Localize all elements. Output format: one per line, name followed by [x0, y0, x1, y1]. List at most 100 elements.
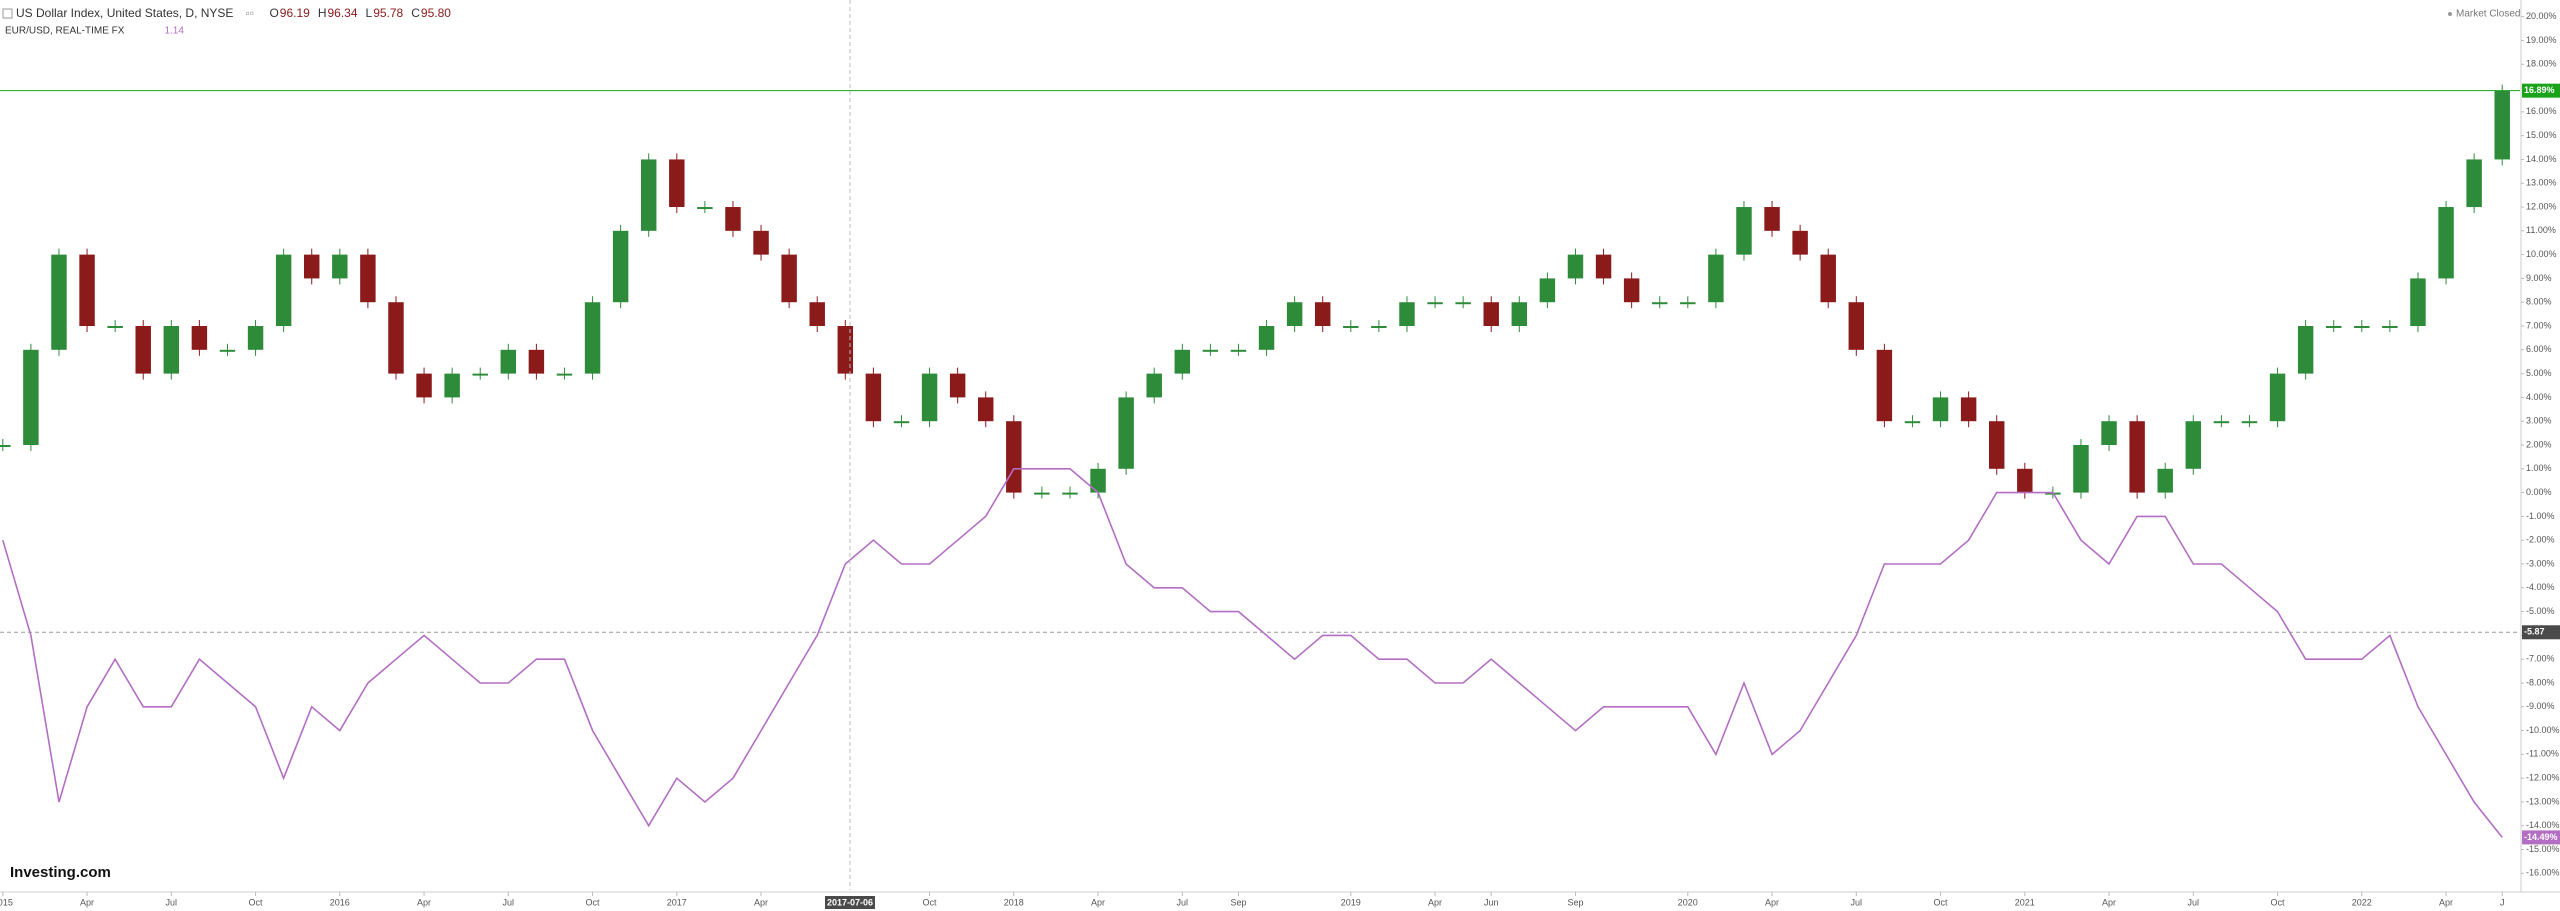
candle: [1848, 302, 1865, 350]
candle: [725, 207, 741, 231]
x-tick-label: Apr: [2102, 897, 2116, 907]
candle: [893, 421, 910, 424]
last-value-badge: -14.49%: [2524, 832, 2558, 842]
x-tick-label: Jun: [1484, 897, 1499, 907]
candle: [1006, 421, 1022, 493]
candle: [0, 445, 11, 447]
candle: [977, 397, 994, 422]
candle: [1258, 326, 1275, 350]
marks: [0, 84, 2510, 838]
candle: [1736, 207, 1752, 255]
x-tick-label: Oct: [586, 897, 601, 907]
candle: [388, 302, 404, 374]
candle: [584, 302, 601, 374]
status-dot: [2448, 12, 2452, 16]
last-value-badge-bg: [2522, 830, 2560, 845]
candle: [669, 159, 685, 208]
y-tick-label: 11.00%: [2526, 225, 2556, 235]
x-tick-label: 2019: [1341, 897, 1361, 907]
candle: [23, 349, 39, 445]
y-tick-label: -11.00%: [2526, 749, 2559, 759]
x-tick-label: Oct: [1934, 897, 1949, 907]
candle: [1314, 302, 1331, 327]
y-tick-label: 16.00%: [2526, 106, 2557, 116]
candle: [135, 326, 151, 374]
candle: [2466, 159, 2482, 208]
candle: [1820, 254, 1836, 303]
candle: [1427, 302, 1443, 305]
x-tick-label: Jul: [503, 897, 515, 907]
candle: [2269, 373, 2286, 422]
candle: [837, 326, 854, 374]
y-tick-label: 1.00%: [2526, 463, 2552, 473]
x-tick-label: Apr: [80, 897, 94, 907]
candle: [360, 254, 376, 303]
y-tick-label: 4.00%: [2526, 392, 2552, 402]
candle: [1511, 302, 1528, 327]
y-tick-label: 9.00%: [2526, 273, 2552, 283]
candle: [612, 230, 629, 303]
quote: 1.14: [164, 26, 184, 37]
candle: [500, 349, 517, 374]
x-tick-label: Oct: [2271, 897, 2286, 907]
candle: [79, 254, 95, 327]
crosshair-y-label-bg: [2522, 625, 2560, 640]
candle: [163, 326, 180, 374]
series-name: EUR/USD, REAL-TIME FX: [5, 26, 125, 37]
y-tick-label: -13.00%: [2526, 796, 2560, 806]
x-tick-label: Apr: [2439, 897, 2453, 907]
candle: [809, 302, 825, 327]
candle: [1455, 302, 1471, 305]
y-tick-label: -9.00%: [2526, 701, 2555, 711]
candle: [1595, 254, 1612, 279]
x-tick-label: 2018: [1004, 897, 1024, 907]
candle: [2017, 468, 2033, 493]
y-tick-label: 5.00%: [2526, 368, 2552, 378]
y-tick-label: -15.00%: [2526, 844, 2560, 854]
candle: [1680, 302, 1696, 305]
y-tick-label: 13.00%: [2526, 178, 2557, 188]
x-tick-label: Apr: [1428, 897, 1442, 907]
candle: [556, 373, 573, 376]
x-tick-label: 2022: [2352, 897, 2372, 907]
candle: [1062, 492, 1078, 495]
candle: [191, 326, 208, 350]
x-tick-label: Jul: [166, 897, 178, 907]
ohlc-value: 96.34: [327, 6, 357, 20]
market-status: Market Closed: [2456, 9, 2520, 20]
candle: [921, 373, 938, 422]
y-tick-label: 8.00%: [2526, 297, 2552, 307]
y-tick-label: 3.00%: [2526, 416, 2552, 426]
y-tick-label: -3.00%: [2526, 558, 2555, 568]
y-tick-label: 19.00%: [2526, 35, 2557, 45]
candle: [1876, 349, 1893, 422]
candle: [1090, 468, 1106, 493]
candle: [107, 326, 123, 329]
candle: [1932, 397, 1949, 422]
y-tick-label: -14.00%: [2526, 820, 2560, 830]
x-tick-label: Oct: [249, 897, 264, 907]
candle: [1651, 302, 1668, 305]
collapse-icon[interactable]: [2, 8, 13, 19]
y-tick-label: -8.00%: [2526, 677, 2555, 687]
candle: [1343, 326, 1359, 329]
ohlc-label: H: [318, 6, 327, 20]
candle: [247, 326, 264, 350]
x-tick-label: Sep: [1230, 897, 1246, 907]
y-tick-label: 10.00%: [2526, 249, 2557, 259]
ohlc-value: 95.78: [373, 6, 403, 20]
candle: [2157, 468, 2173, 493]
candle: [1904, 421, 1921, 424]
last-value-badge-bg: [2522, 83, 2560, 98]
candle: [1202, 349, 1219, 352]
y-tick-label: 15.00%: [2526, 130, 2557, 140]
candle: [2438, 207, 2454, 279]
y-tick-label: 6.00%: [2526, 344, 2552, 354]
candle: [781, 254, 797, 303]
candle: [444, 373, 460, 398]
candle: [697, 207, 713, 210]
candle: [2185, 421, 2202, 469]
x-tick-label: Apr: [1091, 897, 1105, 907]
